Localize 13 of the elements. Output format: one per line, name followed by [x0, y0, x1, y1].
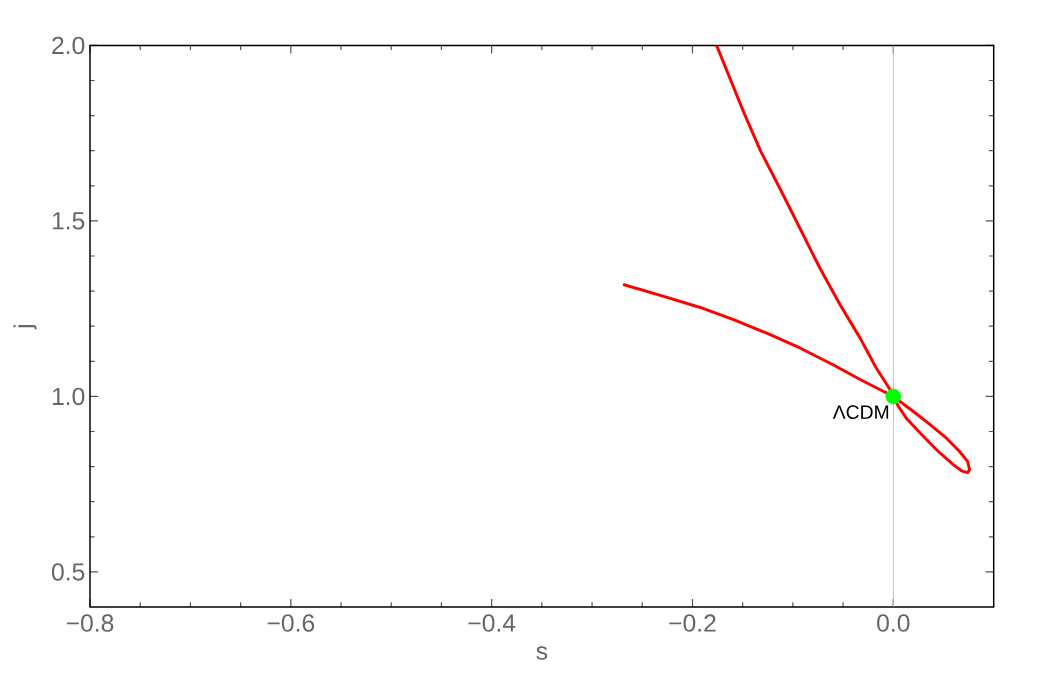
x-tick-label: 0.0 — [877, 614, 910, 632]
line-series — [622, 45, 972, 475]
y-tick-label: 1.0 — [52, 387, 85, 406]
y-tick-label: 2.0 — [52, 36, 85, 55]
x-tick-label: −0.4 — [468, 614, 516, 632]
y-tick-label: 0.5 — [51, 563, 85, 581]
x-tick-label: −0.2 — [669, 614, 716, 632]
x-tick-label: −0.6 — [267, 614, 315, 632]
y-tick-label: 1.5 — [52, 212, 85, 230]
x-axis-title: s — [536, 646, 548, 660]
x-tick-label: −0.8 — [66, 614, 114, 632]
annotation: ΛCDM — [832, 405, 889, 420]
y-axis-title: j — [13, 325, 37, 330]
